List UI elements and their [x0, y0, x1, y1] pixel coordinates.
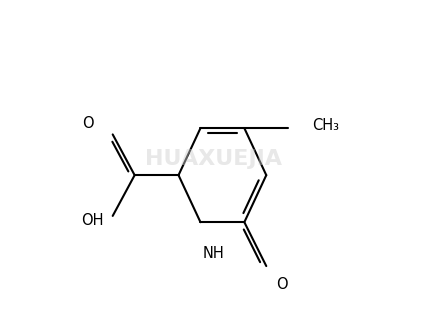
Text: CH₃: CH₃	[312, 117, 339, 132]
Text: NH: NH	[202, 246, 224, 261]
Text: HUAXUEJIA: HUAXUEJIA	[144, 150, 282, 169]
Text: O: O	[276, 278, 288, 293]
Text: O: O	[82, 116, 93, 131]
Text: OH: OH	[81, 213, 104, 228]
